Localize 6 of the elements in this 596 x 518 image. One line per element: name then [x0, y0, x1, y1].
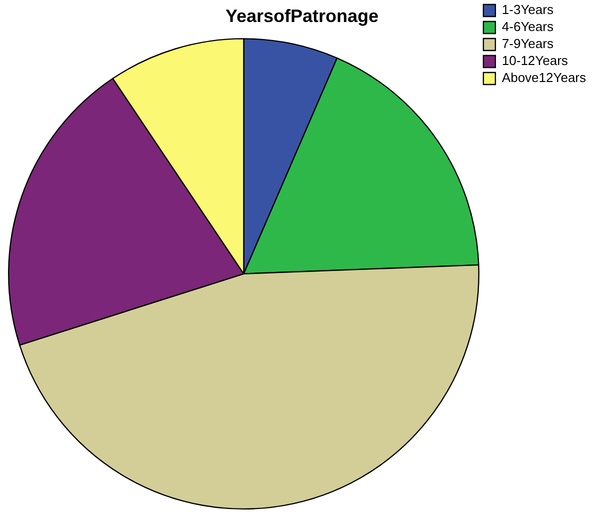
chart-title: YearsofPatronage: [225, 6, 379, 26]
legend-label: Above12Years: [502, 70, 586, 86]
legend-label: 10-12Years: [502, 53, 568, 68]
legend-label: 1-3Years: [502, 2, 554, 18]
legend-label: 7-9Years: [502, 36, 554, 52]
legend-label: 4-6Years: [502, 19, 554, 34]
